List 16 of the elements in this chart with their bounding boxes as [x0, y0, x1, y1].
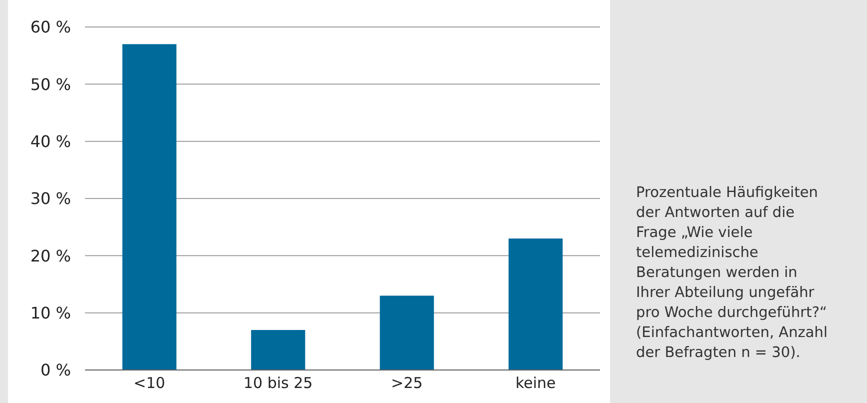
y-tick-label: 0 %: [40, 360, 71, 380]
y-tick-label: 60 %: [30, 18, 71, 37]
y-tick-label: 30 %: [30, 189, 71, 208]
y-tick-label: 40 %: [30, 132, 71, 151]
bar: [508, 238, 563, 370]
x-tick-label: 10 bis 25: [244, 374, 313, 392]
x-tick-label: <10: [134, 374, 166, 392]
y-tick-label: 50 %: [30, 74, 71, 94]
bar: [380, 296, 434, 370]
x-tick-label: keine: [515, 374, 556, 392]
x-tick-label: >25: [391, 374, 423, 392]
bar: [251, 330, 306, 370]
y-tick-label: 20 %: [30, 246, 71, 266]
text: Prozentuale Häufigkeiten der Antworten auf die Frage „Wie viele telemedizinische Beratungen werden in Ihrer Abteilung ungefähr pro Woche durchgeführt?“ (Einfachantworten, Anzahl der Befragten n = 30).: [636, 185, 828, 361]
bar: [122, 44, 176, 370]
y-tick-label: 10 %: [30, 303, 71, 322]
